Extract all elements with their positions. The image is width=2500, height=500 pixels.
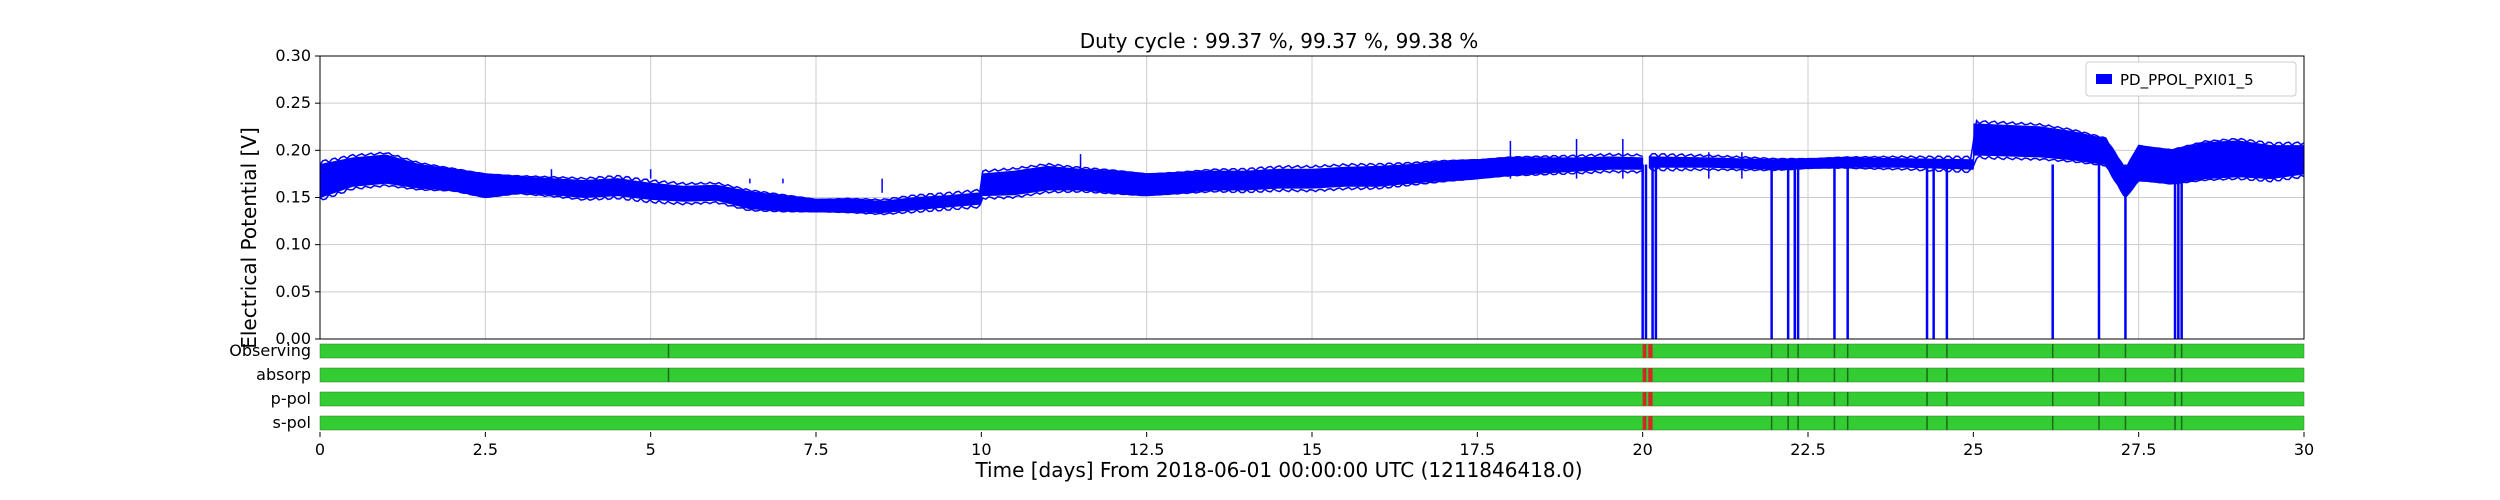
series-band (1648, 123, 2305, 199)
segment-row-frame (319, 367, 2305, 383)
x-tick-label: 22.5 (1790, 440, 1826, 459)
grid-lines (320, 56, 2304, 339)
legend-swatch (2096, 74, 2112, 84)
y-axis-ticks: 0.00 0.05 0.10 0.15 0.20 0.25 0.30 (275, 46, 320, 348)
segment-row-label: absorp (256, 365, 311, 384)
segment-bars: Observing absorp p-pol s-pol (229, 341, 2305, 432)
x-tick-label: 20 (1632, 440, 1652, 459)
y-tick-label: 0.10 (275, 235, 311, 254)
legend-label: PD_PPOL_PXI01_5 (2120, 71, 2254, 90)
x-tick-label: 27.5 (2121, 440, 2157, 459)
y-tick-label: 0.25 (275, 93, 311, 112)
segment-row-label: s-pol (273, 413, 312, 432)
segment-active-bar (320, 416, 2304, 430)
y-tick-label: 0.05 (275, 282, 311, 301)
segment-row-label: Observing (229, 341, 311, 360)
chart-title: Duty cycle : 99.37 %, 99.37 %, 99.38 % (1080, 29, 1479, 53)
segment-row-frame (319, 391, 2305, 407)
segment-row-frame (319, 343, 2305, 359)
data-series (319, 119, 2305, 339)
series-trace (319, 151, 1643, 202)
segment-active-bar (320, 368, 2304, 382)
y-tick-label: 0.30 (275, 46, 311, 65)
segment-active-bar (320, 344, 2304, 358)
segment-row-frame (319, 415, 2305, 431)
y-axis-label: Electrical Potential [V] (237, 127, 261, 349)
segment-active-bar (320, 392, 2304, 406)
series-trace (1648, 119, 2305, 168)
x-tick-label: 10 (971, 440, 991, 459)
y-tick-label: 0.00 (275, 329, 311, 348)
y-tick-label: 0.15 (275, 188, 311, 207)
x-axis-ticks: 0 2.5 5 7.5 10 12.5 15 17.5 20 22.5 25 27.5 30 (315, 432, 2314, 459)
x-tick-label: 12.5 (1129, 440, 1165, 459)
y-tick-label: 0.20 (275, 140, 311, 159)
series-trace (1648, 154, 2305, 197)
segment-row-label: p-pol (271, 389, 311, 408)
series-trace (319, 169, 1643, 216)
x-tick-label: 2.5 (473, 440, 498, 459)
x-tick-label: 15 (1302, 440, 1322, 459)
x-axis-label: Time [days] From 2018-06-01 00:00:00 UTC… (974, 458, 1582, 482)
x-tick-label: 0 (315, 440, 325, 459)
x-tick-label: 25 (1963, 440, 1983, 459)
legend: PD_PPOL_PXI01_5 (2085, 61, 2297, 97)
x-tick-label: 17.5 (1460, 440, 1496, 459)
legend-box (2085, 61, 2297, 97)
x-tick-label: 7.5 (803, 440, 828, 459)
x-tick-label: 5 (646, 440, 656, 459)
x-tick-label: 30 (2294, 440, 2314, 459)
